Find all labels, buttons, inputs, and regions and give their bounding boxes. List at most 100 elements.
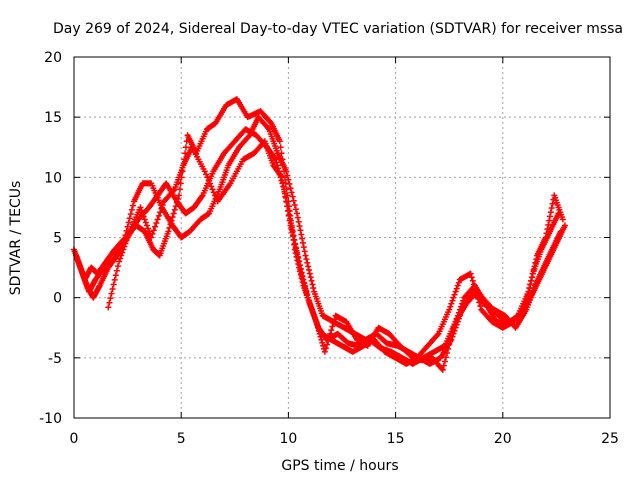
data-point xyxy=(146,228,153,235)
data-point xyxy=(298,231,305,238)
data-point xyxy=(123,237,130,244)
data-point xyxy=(265,124,272,131)
data-point xyxy=(208,183,215,190)
chart-title: Day 269 of 2024, Sidereal Day-to-day VTE… xyxy=(53,21,623,37)
x-tick-label: 0 xyxy=(70,431,79,447)
data-point xyxy=(203,171,210,178)
data-point xyxy=(125,231,132,238)
data-point xyxy=(467,270,474,277)
data-point xyxy=(318,336,325,343)
data-point xyxy=(296,223,303,230)
data-point xyxy=(457,303,464,310)
data-point xyxy=(477,303,484,310)
data-point xyxy=(533,256,540,263)
data-point xyxy=(302,252,309,259)
data-point xyxy=(304,259,311,266)
data-point xyxy=(276,138,283,145)
data-point xyxy=(326,334,333,341)
data-point xyxy=(452,318,459,325)
data-point xyxy=(316,330,323,337)
data-point xyxy=(293,210,300,217)
data-point xyxy=(468,274,475,281)
data-point xyxy=(454,282,461,289)
data-point xyxy=(446,306,453,313)
data-point xyxy=(525,288,532,295)
data-point xyxy=(159,202,166,209)
data-point xyxy=(201,168,208,175)
data-point xyxy=(298,269,305,276)
data-point xyxy=(176,192,183,199)
data-point xyxy=(120,246,127,253)
data-point xyxy=(300,276,307,283)
data-point xyxy=(116,258,123,265)
data-point xyxy=(141,216,148,223)
data-point xyxy=(561,222,568,229)
data-point xyxy=(282,193,289,200)
data-point xyxy=(111,276,118,283)
data-point xyxy=(305,263,312,270)
data-point xyxy=(302,287,309,294)
data-point xyxy=(105,304,112,311)
data-point xyxy=(171,206,178,213)
data-point xyxy=(529,270,536,277)
data-point xyxy=(182,144,189,151)
y-tick-label: -5 xyxy=(48,351,62,367)
data-point xyxy=(157,209,164,216)
data-point xyxy=(288,189,295,196)
data-point xyxy=(128,206,135,213)
data-point xyxy=(323,341,330,348)
data-point xyxy=(112,272,119,279)
axes: 0 5 10 15 20 25 -10 -5 0 5 10 15 20 xyxy=(39,50,619,447)
data-point xyxy=(168,217,175,224)
data-point xyxy=(140,213,147,220)
data-point xyxy=(327,330,334,337)
data-point xyxy=(209,186,216,193)
data-point xyxy=(167,221,174,228)
data-point xyxy=(513,313,520,320)
data-point xyxy=(204,174,211,181)
y-tick-label: 0 xyxy=(53,291,62,307)
data-point xyxy=(315,327,322,334)
data-point xyxy=(287,185,294,192)
data-point xyxy=(113,267,120,274)
data-point xyxy=(125,219,132,226)
data-point xyxy=(448,333,455,340)
data-point xyxy=(176,186,183,193)
data-point xyxy=(117,255,124,262)
data-point xyxy=(301,280,308,287)
data-point xyxy=(277,144,284,151)
data-point xyxy=(170,187,177,194)
data-point xyxy=(301,248,308,255)
data-point xyxy=(299,273,306,280)
data-point xyxy=(559,216,566,223)
data-point xyxy=(280,162,287,169)
data-point xyxy=(107,295,114,302)
data-point xyxy=(172,203,179,210)
data-point xyxy=(299,235,306,242)
data-point xyxy=(290,197,297,204)
data-point xyxy=(317,333,324,340)
data-point xyxy=(296,258,303,265)
data-point xyxy=(281,168,288,175)
data-point xyxy=(122,240,129,247)
data-point xyxy=(210,189,217,196)
x-tick-label: 25 xyxy=(601,431,619,447)
data-point xyxy=(154,216,161,223)
data-point xyxy=(283,198,290,205)
data-point xyxy=(445,345,452,352)
x-tick-label: 10 xyxy=(279,431,297,447)
data-point xyxy=(281,188,288,195)
data-point xyxy=(121,243,128,250)
data-point xyxy=(127,211,134,218)
data-point xyxy=(548,205,555,212)
data-point xyxy=(152,223,159,230)
data-point xyxy=(302,283,309,290)
data-point xyxy=(446,341,453,348)
data-point xyxy=(451,321,458,328)
data-point xyxy=(305,266,312,273)
data-point xyxy=(284,203,291,210)
data-point xyxy=(119,249,126,256)
data-point xyxy=(293,247,300,254)
data-point xyxy=(528,274,535,281)
